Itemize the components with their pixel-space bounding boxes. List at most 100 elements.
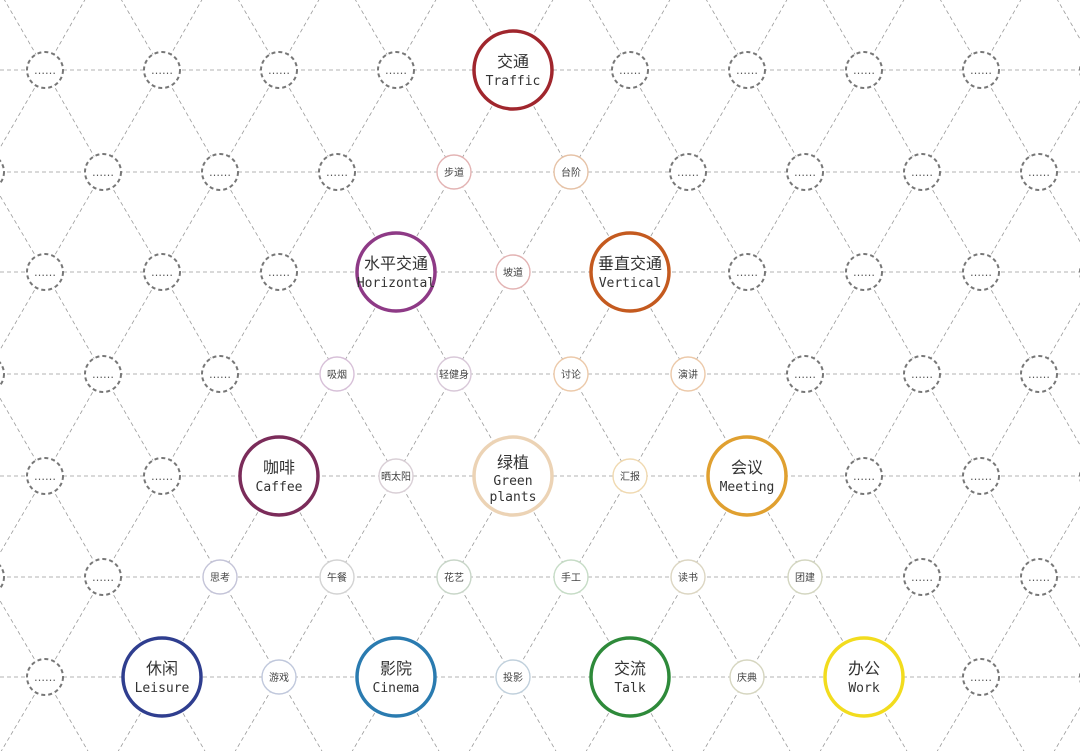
svg-text:……: …… — [385, 64, 407, 77]
placeholder-node: …… — [84, 153, 122, 191]
svg-text:……: …… — [677, 166, 699, 179]
sub-node-label: 花艺 — [444, 571, 464, 584]
placeholder-node: …… — [26, 658, 64, 696]
placeholder-node: …… — [962, 457, 1000, 495]
lattice-edge — [863, 69, 923, 173]
lattice-edge — [395, 0, 437, 71]
sub-node: 投影 — [495, 659, 531, 695]
placeholder-node: …… — [1020, 153, 1058, 191]
lattice-edge — [804, 576, 865, 678]
lattice-edge — [804, 475, 865, 578]
lattice-edge — [278, 373, 338, 477]
sub-node: 晒太阳 — [378, 458, 414, 494]
lattice-edge — [980, 69, 1040, 173]
lattice-edge — [1038, 576, 1080, 648]
svg-text:……: …… — [1028, 368, 1050, 381]
sub-node-label: 团建 — [795, 571, 815, 584]
lattice-edge — [687, 576, 748, 678]
lattice-edge — [395, 676, 440, 751]
lattice-edge — [512, 373, 572, 477]
main-node-meeting: 会议 Meeting — [706, 435, 788, 517]
placeholder-node: …… — [143, 51, 181, 89]
sub-node-label: 午餐 — [327, 571, 347, 584]
lattice-edge — [804, 373, 865, 477]
lattice-edge — [921, 69, 982, 173]
main-node-zh-label: 会议 — [731, 458, 763, 477]
lattice-edge — [863, 475, 923, 578]
lattice-edge — [936, 676, 982, 751]
placeholder-node: …… — [26, 457, 64, 495]
svg-text:……: …… — [209, 166, 231, 179]
svg-text:……: …… — [34, 266, 56, 279]
svg-text:……: …… — [151, 64, 173, 77]
lattice-edge — [102, 576, 163, 678]
lattice-edge — [921, 576, 982, 678]
placeholder-node: …… — [962, 51, 1000, 89]
lattice-edge — [219, 69, 280, 173]
lattice-edge — [453, 475, 514, 578]
main-node-horizontal: 水平交通 Horizontal — [355, 231, 437, 313]
sub-node: 庆典 — [729, 659, 765, 695]
placeholder-node: …… — [1020, 558, 1058, 596]
lattice-edge — [570, 271, 631, 375]
main-node-zh-label: 交流 — [614, 659, 646, 678]
lattice-edge — [687, 171, 748, 273]
lattice-edge — [355, 0, 397, 71]
lattice-edge — [0, 475, 46, 554]
svg-text:……: …… — [794, 368, 816, 381]
lattice-edge — [687, 475, 748, 578]
main-node-zh-label: 影院 — [380, 659, 412, 678]
lattice-edge — [512, 475, 572, 578]
lattice-edge — [940, 0, 982, 71]
lattice-edge — [219, 475, 280, 578]
placeholder-node: …… — [0, 361, 5, 387]
lattice-edge — [102, 69, 163, 173]
lattice-edge — [0, 194, 46, 273]
lattice-edge — [278, 171, 338, 273]
lattice-edge — [746, 69, 806, 173]
svg-text:……: …… — [92, 166, 114, 179]
lattice-edge — [468, 676, 514, 751]
placeholder-node: …… — [669, 153, 707, 191]
placeholder-node: …… — [0, 564, 5, 590]
svg-text:……: …… — [970, 470, 992, 483]
sub-node-label: 手工 — [561, 571, 581, 584]
svg-text:……: …… — [970, 671, 992, 684]
sub-node-label: 吸烟 — [327, 368, 347, 381]
lattice-edge — [44, 171, 104, 273]
lattice-edge — [629, 171, 689, 273]
lattice-edge — [336, 475, 397, 578]
sub-node: 步道 — [436, 154, 472, 190]
lattice-edge — [863, 576, 923, 678]
lattice-edge — [921, 475, 982, 578]
main-node-work: 办公 Work — [823, 636, 905, 718]
lattice-edge — [44, 69, 104, 173]
svg-text:……: …… — [1028, 571, 1050, 584]
lattice-edge — [629, 576, 689, 678]
main-node-en-label: Cinema — [373, 681, 420, 696]
sub-node-label: 讨论 — [561, 368, 581, 381]
lattice-edge — [746, 373, 806, 477]
sub-node: 团建 — [787, 559, 823, 595]
placeholder-node: …… — [26, 51, 64, 89]
sub-node-label: 庆典 — [737, 671, 757, 684]
lattice-edge — [351, 676, 397, 751]
lattice-edge — [863, 0, 905, 71]
lattice-edge — [804, 69, 865, 173]
lattice-edge — [512, 171, 572, 273]
lattice-edge — [102, 475, 163, 578]
sub-node: 演讲 — [670, 356, 706, 392]
lattice-edge — [102, 171, 163, 273]
lattice-edge — [921, 171, 982, 273]
sub-node-label: 读书 — [678, 571, 698, 584]
lattice-edge — [980, 171, 1040, 273]
lattice-edge — [161, 475, 221, 578]
lattice-edge — [453, 171, 514, 273]
lattice-edge — [629, 475, 689, 578]
lattice-edge — [687, 69, 748, 173]
lattice-edge — [395, 576, 455, 678]
lattice-edge — [161, 373, 221, 477]
lattice-edge — [121, 0, 163, 71]
lattice-edge — [336, 373, 397, 477]
